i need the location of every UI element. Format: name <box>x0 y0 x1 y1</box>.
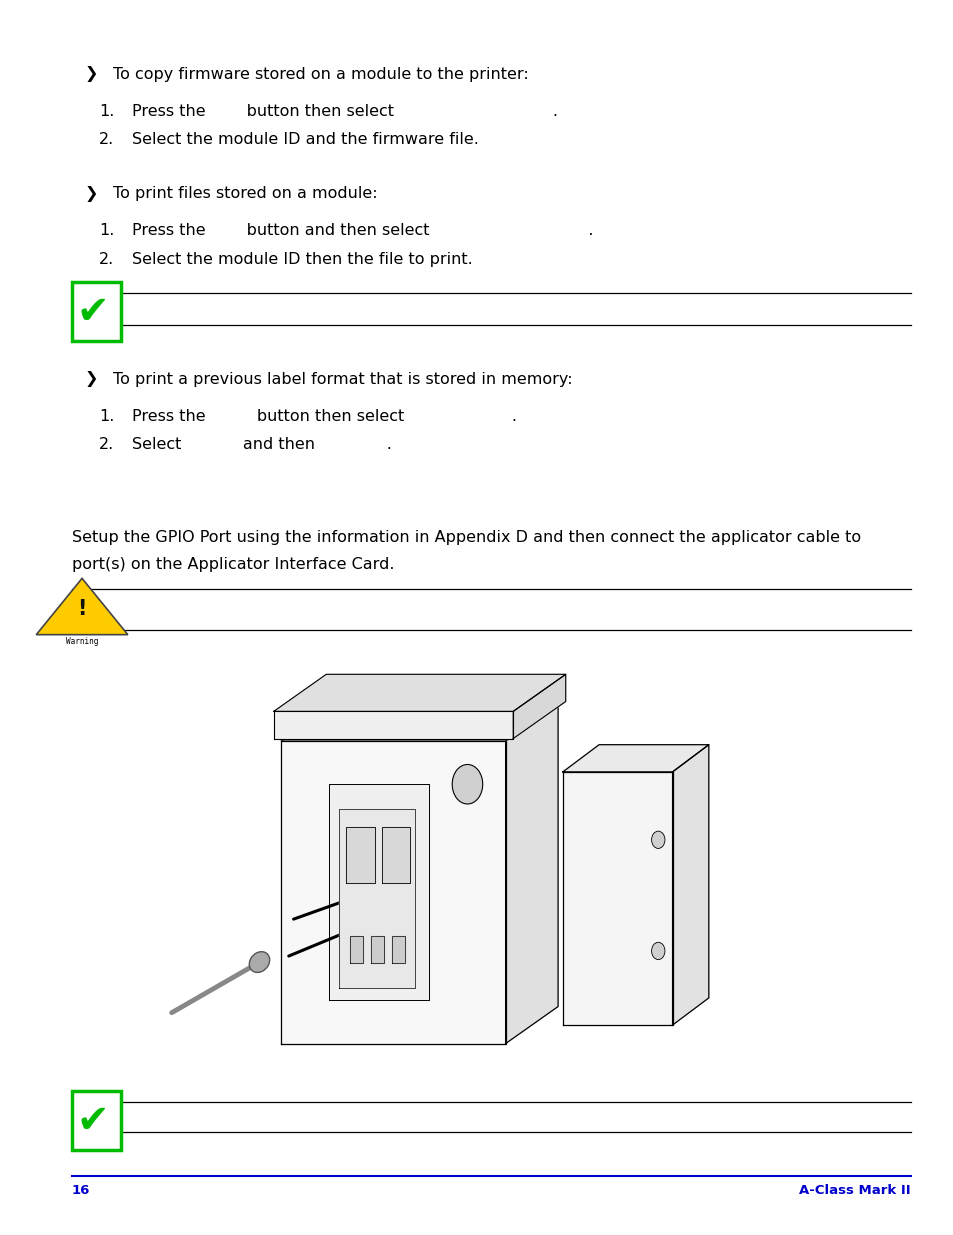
Text: Setup the GPIO Port using the information in Appendix D and then connect the app: Setup the GPIO Port using the informatio… <box>71 530 860 545</box>
Text: A-Class Mark II: A-Class Mark II <box>799 1184 910 1197</box>
Circle shape <box>651 942 664 960</box>
Text: Press the        button and then select                               .: Press the button and then select . <box>132 224 593 238</box>
Polygon shape <box>350 936 363 963</box>
Text: To copy firmware stored on a module to the printer:: To copy firmware stored on a module to t… <box>112 67 528 82</box>
Polygon shape <box>381 827 410 883</box>
Text: Select            and then              .: Select and then . <box>132 437 391 452</box>
Text: Select the module ID and the firmware file.: Select the module ID and the firmware fi… <box>132 132 478 147</box>
Polygon shape <box>513 674 565 739</box>
Text: ❯: ❯ <box>85 186 98 201</box>
Text: To print a previous label format that is stored in memory:: To print a previous label format that is… <box>112 372 572 387</box>
Polygon shape <box>505 704 558 1044</box>
Polygon shape <box>392 936 405 963</box>
Text: 1.: 1. <box>99 409 114 424</box>
Polygon shape <box>346 827 375 883</box>
Polygon shape <box>672 745 708 1025</box>
Text: To print files stored on a module:: To print files stored on a module: <box>112 186 376 201</box>
Text: 2.: 2. <box>99 252 114 267</box>
FancyBboxPatch shape <box>71 1091 121 1150</box>
Text: Press the        button then select                               .: Press the button then select . <box>132 104 558 119</box>
Text: ❯: ❯ <box>85 372 98 387</box>
Ellipse shape <box>249 952 270 972</box>
Text: 1.: 1. <box>99 104 114 119</box>
Text: 1.: 1. <box>99 224 114 238</box>
Text: port(s) on the Applicator Interface Card.: port(s) on the Applicator Interface Card… <box>71 557 394 572</box>
Polygon shape <box>36 578 128 635</box>
Text: 2.: 2. <box>99 437 114 452</box>
Text: Press the          button then select                     .: Press the button then select . <box>132 409 517 424</box>
Circle shape <box>452 764 482 804</box>
Text: !: ! <box>77 599 87 619</box>
Text: 2.: 2. <box>99 132 114 147</box>
Text: Select the module ID then the file to print.: Select the module ID then the file to pr… <box>132 252 472 267</box>
FancyBboxPatch shape <box>71 282 121 341</box>
Text: ❯: ❯ <box>85 67 98 82</box>
Polygon shape <box>338 809 415 988</box>
Polygon shape <box>274 674 565 711</box>
Polygon shape <box>371 936 384 963</box>
Polygon shape <box>281 741 505 1044</box>
Text: Warning: Warning <box>66 637 98 646</box>
Text: 16: 16 <box>71 1184 90 1197</box>
Text: ✔: ✔ <box>76 294 109 331</box>
Polygon shape <box>562 772 672 1025</box>
Circle shape <box>651 831 664 848</box>
Polygon shape <box>281 704 558 741</box>
Polygon shape <box>562 745 708 772</box>
Text: ✔: ✔ <box>76 1103 109 1140</box>
Polygon shape <box>329 784 429 1000</box>
Polygon shape <box>274 711 513 739</box>
